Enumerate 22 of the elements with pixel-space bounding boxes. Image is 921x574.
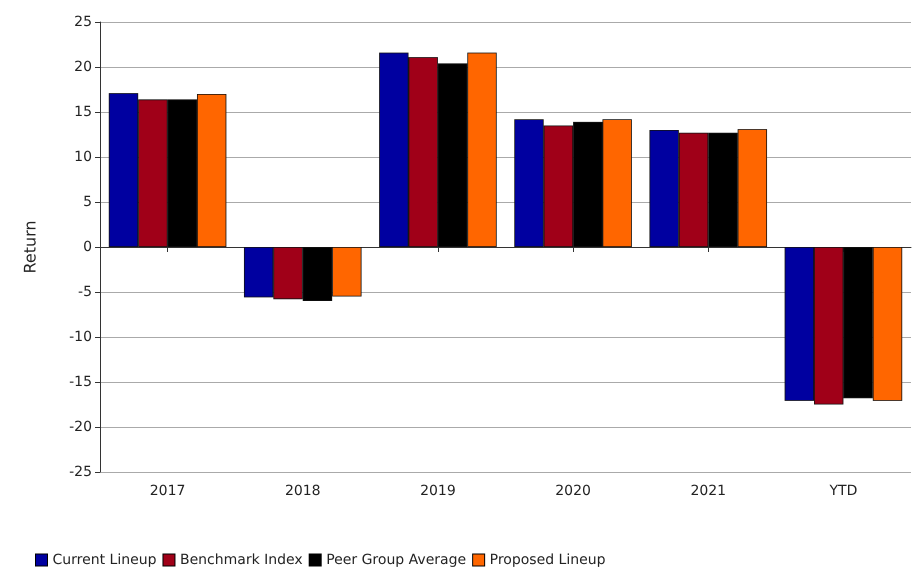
y-tick-label: -20 [69,419,92,435]
y-tick-label: -15 [69,374,92,390]
legend-label: Peer Group Average [326,552,466,568]
x-tick-label: 2020 [555,483,591,499]
x-tick-label: 2017 [150,483,186,499]
y-tick-label: -5 [78,284,92,300]
y-tick-label: -10 [69,329,92,345]
y-tick-label: 0 [83,239,92,255]
x-tick-label: 2021 [690,483,726,499]
y-axis-title: Return [20,220,40,274]
legend-label: Benchmark Index [180,552,303,568]
x-tick-label: YTD [828,483,858,499]
y-tick-label: 10 [74,149,92,165]
legend-label: Current Lineup [52,552,157,568]
y-tick-label: 15 [74,104,92,120]
y-tick-label: 5 [83,194,92,210]
x-tick-label: 2019 [420,483,456,499]
y-tick-label: 20 [74,59,92,75]
legend-label: Proposed Lineup [490,552,606,568]
y-tick-label: -25 [69,464,92,480]
y-tick-label: 25 [74,14,92,30]
x-tick-label: 2018 [284,483,321,499]
